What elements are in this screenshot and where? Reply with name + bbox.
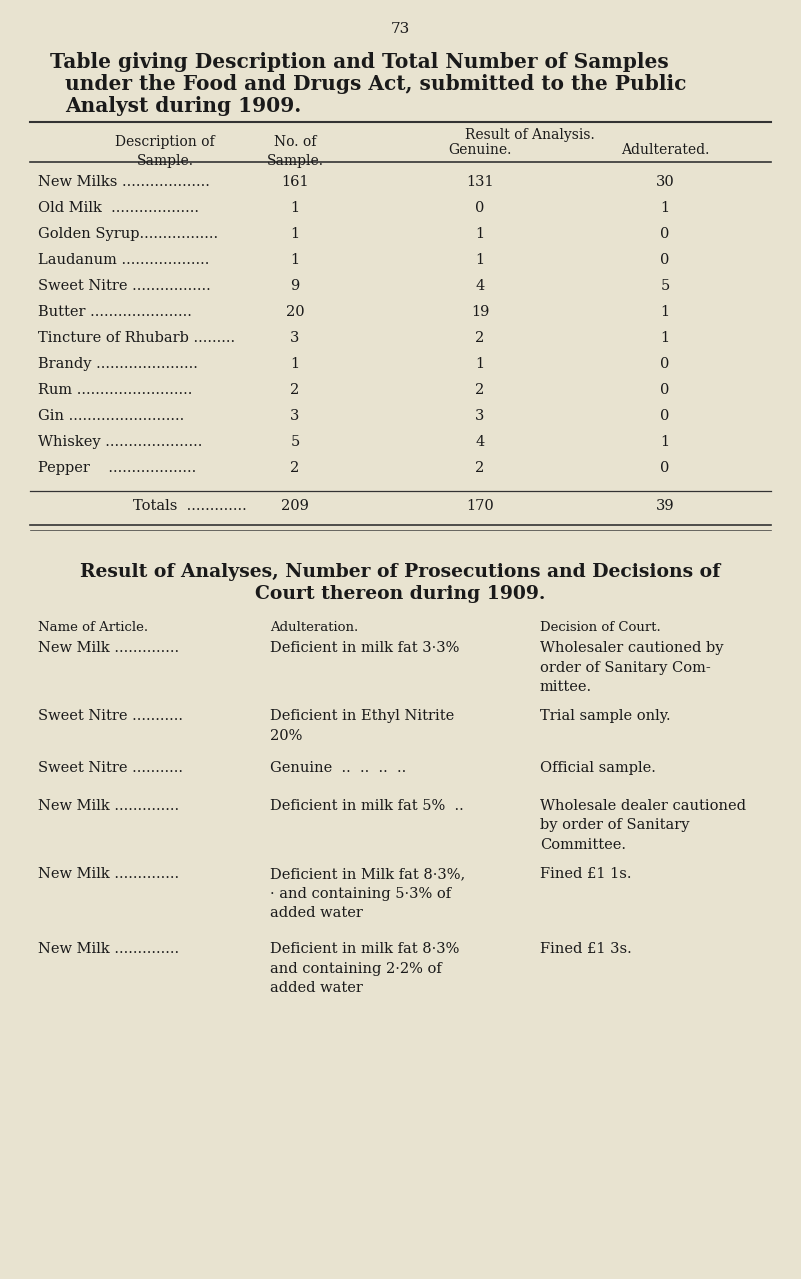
Text: Tincture of Rhubarb .........: Tincture of Rhubarb ......... bbox=[38, 331, 235, 345]
Text: Brandy ......................: Brandy ...................... bbox=[38, 357, 198, 371]
Text: Name of Article.: Name of Article. bbox=[38, 622, 148, 634]
Text: 1: 1 bbox=[291, 226, 300, 240]
Text: Deficient in milk fat 3·3%: Deficient in milk fat 3·3% bbox=[270, 641, 460, 655]
Text: 2: 2 bbox=[291, 382, 300, 396]
Text: 1: 1 bbox=[661, 304, 670, 318]
Text: Fined £1 1s.: Fined £1 1s. bbox=[540, 867, 631, 881]
Text: Table giving Description and Total Number of Samples: Table giving Description and Total Numbe… bbox=[50, 52, 669, 72]
Text: Laudanum ...................: Laudanum ................... bbox=[38, 253, 209, 267]
Text: Adulteration.: Adulteration. bbox=[270, 622, 358, 634]
Text: 0: 0 bbox=[660, 357, 670, 371]
Text: Golden Syrup.................: Golden Syrup................. bbox=[38, 226, 218, 240]
Text: 5: 5 bbox=[660, 279, 670, 293]
Text: Deficient in milk fat 5%  ..: Deficient in milk fat 5% .. bbox=[270, 799, 464, 813]
Text: 0: 0 bbox=[660, 460, 670, 475]
Text: Description of
Sample.: Description of Sample. bbox=[115, 136, 215, 169]
Text: No. of
Sample.: No. of Sample. bbox=[267, 136, 324, 169]
Text: 4: 4 bbox=[475, 279, 485, 293]
Text: 0: 0 bbox=[475, 201, 485, 215]
Text: Whiskey .....................: Whiskey ..................... bbox=[38, 435, 203, 449]
Text: Court thereon during 1909.: Court thereon during 1909. bbox=[255, 585, 545, 602]
Text: 1: 1 bbox=[661, 201, 670, 215]
Text: 2: 2 bbox=[475, 331, 485, 345]
Text: Old Milk  ...................: Old Milk ................... bbox=[38, 201, 199, 215]
Text: 39: 39 bbox=[656, 499, 674, 513]
Text: Sweet Nitre .................: Sweet Nitre ................. bbox=[38, 279, 211, 293]
Text: New Milk ..............: New Milk .............. bbox=[38, 867, 179, 881]
Text: 2: 2 bbox=[475, 382, 485, 396]
Text: 131: 131 bbox=[466, 175, 493, 189]
Text: Rum .........................: Rum ......................... bbox=[38, 382, 192, 396]
Text: Trial sample only.: Trial sample only. bbox=[540, 709, 670, 723]
Text: 1: 1 bbox=[291, 253, 300, 267]
Text: 4: 4 bbox=[475, 435, 485, 449]
Text: 73: 73 bbox=[390, 22, 409, 36]
Text: Deficient in Ethyl Nitrite
20%: Deficient in Ethyl Nitrite 20% bbox=[270, 709, 454, 743]
Text: Deficient in milk fat 8·3%
and containing 2·2% of
added water: Deficient in milk fat 8·3% and containin… bbox=[270, 943, 460, 995]
Text: 2: 2 bbox=[475, 460, 485, 475]
Text: 1: 1 bbox=[476, 357, 485, 371]
Text: 1: 1 bbox=[476, 253, 485, 267]
Text: 209: 209 bbox=[281, 499, 309, 513]
Text: 5: 5 bbox=[291, 435, 300, 449]
Text: 2: 2 bbox=[291, 460, 300, 475]
Text: New Milk ..............: New Milk .............. bbox=[38, 943, 179, 955]
Text: 3: 3 bbox=[290, 409, 300, 423]
Text: Adulterated.: Adulterated. bbox=[621, 143, 709, 157]
Text: New Milks ...................: New Milks ................... bbox=[38, 175, 210, 189]
Text: 1: 1 bbox=[661, 435, 670, 449]
Text: 1: 1 bbox=[661, 331, 670, 345]
Text: Result of Analysis.: Result of Analysis. bbox=[465, 128, 595, 142]
Text: Sweet Nitre ...........: Sweet Nitre ........... bbox=[38, 709, 183, 723]
Text: 0: 0 bbox=[660, 226, 670, 240]
Text: Wholesaler cautioned by
order of Sanitary Com-
mittee.: Wholesaler cautioned by order of Sanitar… bbox=[540, 641, 723, 694]
Text: Wholesale dealer cautioned
by order of Sanitary
Committee.: Wholesale dealer cautioned by order of S… bbox=[540, 799, 746, 852]
Text: 161: 161 bbox=[281, 175, 309, 189]
Text: Gin .........................: Gin ......................... bbox=[38, 409, 184, 423]
Text: 19: 19 bbox=[471, 304, 489, 318]
Text: Genuine  ..  ..  ..  ..: Genuine .. .. .. .. bbox=[270, 761, 406, 775]
Text: 1: 1 bbox=[291, 357, 300, 371]
Text: Deficient in Milk fat 8·3%,
· and containing 5·3% of
added water: Deficient in Milk fat 8·3%, · and contai… bbox=[270, 867, 465, 920]
Text: 0: 0 bbox=[660, 253, 670, 267]
Text: Genuine.: Genuine. bbox=[449, 143, 512, 157]
Text: Butter ......................: Butter ...................... bbox=[38, 304, 192, 318]
Text: 3: 3 bbox=[290, 331, 300, 345]
Text: New Milk ..............: New Milk .............. bbox=[38, 799, 179, 813]
Text: Totals  .............: Totals ............. bbox=[133, 499, 247, 513]
Text: Analyst during 1909.: Analyst during 1909. bbox=[65, 96, 301, 116]
Text: 30: 30 bbox=[656, 175, 674, 189]
Text: 1: 1 bbox=[291, 201, 300, 215]
Text: 9: 9 bbox=[291, 279, 300, 293]
Text: Official sample.: Official sample. bbox=[540, 761, 656, 775]
Text: 170: 170 bbox=[466, 499, 494, 513]
Text: 20: 20 bbox=[286, 304, 304, 318]
Text: New Milk ..............: New Milk .............. bbox=[38, 641, 179, 655]
Text: under the Food and Drugs Act, submitted to the Public: under the Food and Drugs Act, submitted … bbox=[65, 74, 686, 93]
Text: Pepper    ...................: Pepper ................... bbox=[38, 460, 196, 475]
Text: 0: 0 bbox=[660, 382, 670, 396]
Text: Sweet Nitre ...........: Sweet Nitre ........... bbox=[38, 761, 183, 775]
Text: 3: 3 bbox=[475, 409, 485, 423]
Text: Result of Analyses, Number of Prosecutions and Decisions of: Result of Analyses, Number of Prosecutio… bbox=[80, 563, 720, 581]
Text: 0: 0 bbox=[660, 409, 670, 423]
Text: Fined £1 3s.: Fined £1 3s. bbox=[540, 943, 632, 955]
Text: 1: 1 bbox=[476, 226, 485, 240]
Text: Decision of Court.: Decision of Court. bbox=[540, 622, 661, 634]
